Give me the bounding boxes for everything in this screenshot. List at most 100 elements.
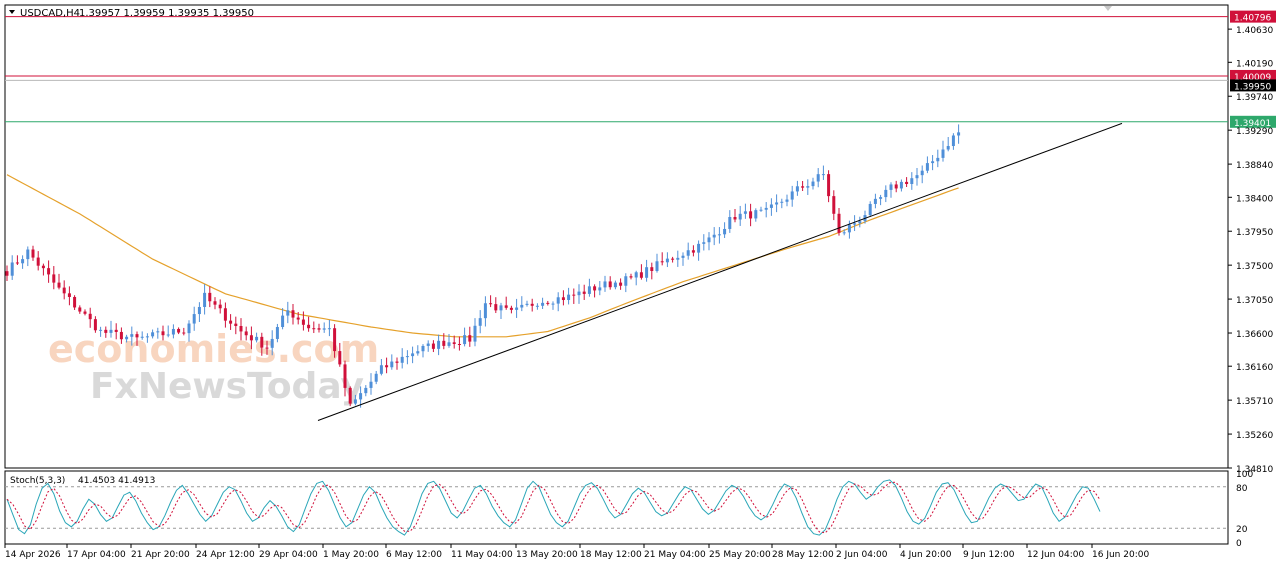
candle-body (255, 336, 259, 341)
candle-body (738, 213, 742, 220)
candle-body (21, 259, 25, 264)
candle-body (577, 291, 581, 296)
price-pane (4, 4, 1229, 469)
candle-body (561, 297, 565, 301)
candle-body (317, 328, 321, 330)
candle-body (426, 343, 430, 346)
price-tick-label: 1.36160 (1236, 363, 1273, 373)
candle-body (244, 331, 248, 336)
candle-body (478, 318, 482, 326)
candle-body (759, 209, 763, 211)
candle-body (821, 174, 825, 176)
candle-body (400, 356, 404, 363)
candle-body (203, 292, 207, 307)
candle-body (234, 323, 238, 327)
candle-body (385, 365, 389, 368)
candle-body (431, 343, 435, 349)
time-tick-label: 16 Jun 20:00 (1092, 550, 1149, 560)
candle-body (691, 250, 695, 253)
time-tick-label: 21 Apr 20:00 (131, 550, 190, 560)
candle-body (223, 308, 227, 321)
candle-body (359, 393, 363, 400)
candle-body (395, 361, 399, 363)
candle-body (619, 282, 623, 286)
time-tick-label: 21 May 04:00 (644, 550, 706, 560)
candle-body (827, 174, 831, 197)
candle-body (364, 387, 368, 394)
time-tick-label: 2 Jun 04:00 (836, 550, 888, 560)
time-tick-label: 4 Jun 20:00 (900, 550, 952, 560)
candle-body (811, 181, 815, 187)
candle-body (733, 216, 737, 220)
candle-body (78, 307, 82, 312)
dropdown-triangle-icon[interactable] (9, 10, 15, 14)
candle-body (728, 216, 732, 229)
time-tick-label: 12 Jun 04:00 (1027, 550, 1084, 560)
price-tick-label: 1.37050 (1236, 296, 1273, 306)
stochastic-tick-label: 80 (1236, 484, 1248, 494)
candle-body (192, 314, 196, 324)
scroll-indicator-icon[interactable] (1104, 6, 1112, 11)
stochastic-tick-label: 100 (1236, 470, 1253, 480)
candle-body (119, 331, 123, 340)
candle-body (894, 184, 898, 189)
time-tick-label: 11 May 04:00 (451, 550, 513, 560)
candle-body (535, 305, 539, 307)
time-tick-label: 28 May 12:00 (772, 550, 834, 560)
candle-body (130, 334, 134, 337)
candle-body (858, 221, 862, 224)
price-tick-label: 1.36600 (1236, 330, 1273, 340)
candle-body (416, 351, 420, 354)
moving-average (6, 174, 959, 338)
candle-body (509, 307, 513, 310)
candle-body (879, 197, 883, 199)
time-tick-label: 25 May 20:00 (709, 550, 771, 560)
candle-body (327, 328, 331, 330)
resistance-price-tag (1230, 69, 1276, 82)
price-tick-label: 1.35260 (1236, 431, 1273, 441)
candle-body (686, 250, 690, 256)
candle-body (764, 207, 768, 210)
stochastic-lines (5, 479, 1228, 536)
candle-body (452, 342, 456, 344)
candle-body (338, 351, 342, 365)
candle-body (104, 329, 108, 333)
candle-body (405, 356, 409, 358)
candle-body (910, 178, 914, 184)
candle-body (93, 319, 97, 331)
candle-body (899, 181, 903, 189)
candle-body (920, 170, 924, 176)
candle-body (931, 161, 935, 164)
candle-body (182, 332, 186, 334)
support-price-tag (1230, 115, 1276, 128)
candle-body (301, 319, 305, 325)
candle-body (702, 242, 706, 244)
price-tick-label: 1.38400 (1236, 194, 1273, 204)
candle-body (353, 399, 357, 404)
candle-body (681, 255, 685, 258)
candle-body (603, 281, 607, 288)
support-trendline[interactable] (317, 122, 1123, 421)
candle-body (650, 267, 654, 271)
candle-body (801, 186, 805, 188)
candle-body (806, 186, 810, 188)
trendline-group (317, 122, 1123, 421)
candle-body (483, 303, 487, 319)
candle-body (135, 334, 139, 338)
price-tick-label: 1.35710 (1236, 397, 1273, 407)
candle-body (463, 335, 467, 345)
candle-body (634, 272, 638, 278)
candle-body (208, 292, 212, 302)
candle-body (411, 353, 415, 357)
candle-body (281, 315, 285, 328)
candle-body (546, 302, 550, 304)
candle-body (260, 336, 264, 348)
candle-body (790, 191, 794, 200)
candle-body (473, 325, 477, 342)
candles (5, 124, 961, 408)
candle-body (41, 265, 45, 269)
price-tick-label: 1.39290 (1236, 127, 1273, 137)
candle-body (57, 282, 61, 288)
candle-body (587, 286, 591, 294)
